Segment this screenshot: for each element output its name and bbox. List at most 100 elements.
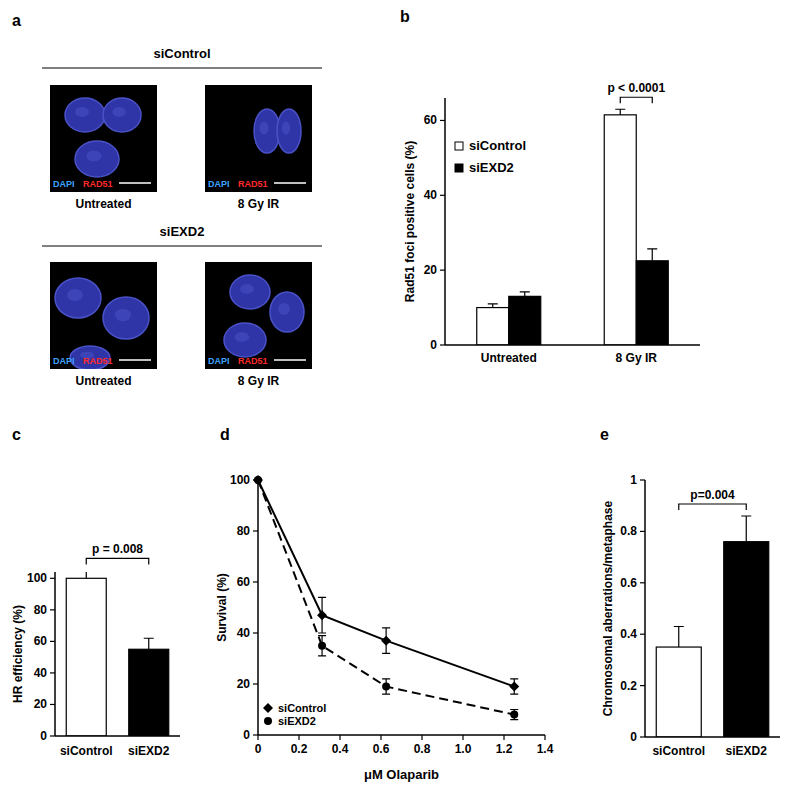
y-tick-label: 40 — [424, 188, 438, 202]
y-tick — [640, 736, 645, 737]
y-tick — [640, 531, 645, 532]
x-tick-label: 1.2 — [496, 742, 513, 756]
significance-bracket — [679, 504, 747, 510]
error-bar — [144, 638, 154, 649]
error-bar — [318, 636, 326, 656]
image-caption: 8 Gy IR — [238, 197, 280, 211]
point — [509, 682, 519, 692]
y-tick-label: 80 — [237, 524, 251, 538]
x-tick-label: 0.6 — [373, 742, 390, 756]
x-axis — [55, 735, 180, 737]
image-caption: Untreated — [75, 197, 131, 211]
group-line — [42, 246, 322, 247]
panel-label: c — [12, 426, 21, 443]
image-frame — [50, 262, 157, 369]
marks — [66, 572, 169, 736]
x-tick-label: 0.2 — [291, 742, 308, 756]
image-caption: 8 Gy IR — [238, 374, 280, 388]
y-tick-label: 1 — [630, 473, 637, 487]
y-tick — [440, 195, 445, 196]
x-tick-label: 1.0 — [455, 742, 472, 756]
y-tick — [253, 734, 258, 735]
y-tick — [253, 632, 258, 633]
nucleus — [103, 297, 149, 339]
x-tick-label: 0 — [255, 742, 262, 756]
group-line — [42, 68, 322, 69]
error-bar — [647, 249, 657, 261]
micrograph: DAPIRAD51 — [50, 262, 157, 370]
image-frame — [205, 85, 312, 192]
y-tick — [640, 685, 645, 686]
p-value: p < 0.0001 — [607, 81, 665, 95]
error-bar — [382, 628, 390, 654]
y-tick-label: 80 — [34, 603, 48, 617]
scale-bar — [274, 182, 306, 184]
y-tick — [50, 641, 55, 642]
stain-label: DAPI — [208, 356, 230, 366]
x-tick-label: siEXD2 — [128, 744, 170, 758]
stain-label: RAD51 — [238, 356, 268, 366]
legend-label: siControl — [278, 702, 326, 714]
panel-label: b — [400, 8, 410, 25]
error-bar — [520, 292, 530, 296]
y-tick — [253, 530, 258, 531]
y-tick-label: 0.4 — [620, 627, 637, 641]
nucleolus — [259, 121, 268, 134]
x-axis — [258, 734, 545, 736]
stain-label: DAPI — [53, 179, 75, 189]
point — [381, 636, 391, 646]
legend-label: siControl — [469, 138, 526, 153]
legend-swatch — [455, 142, 463, 150]
x-tick-label: siControl — [652, 744, 705, 758]
nuclei — [254, 109, 301, 153]
micrograph: DAPIRAD51 — [50, 85, 157, 192]
nucleus — [270, 292, 304, 332]
error-bar — [510, 710, 518, 720]
x-tick — [544, 735, 545, 740]
x-tick — [298, 735, 299, 740]
y-tick-label: 0.6 — [620, 576, 637, 590]
x-tick — [462, 735, 463, 740]
error-bar — [488, 304, 498, 308]
x-tick-label: 8 Gy IR — [616, 351, 658, 365]
scale-bar — [119, 359, 151, 361]
y-axis — [644, 480, 646, 737]
bar — [604, 115, 636, 345]
y-tick-label: 20 — [237, 677, 251, 691]
x-axis-label: μM Olaparib — [364, 767, 439, 782]
y-tick-label: 40 — [34, 666, 48, 680]
p-value: p=0.004 — [690, 488, 735, 502]
y-tick — [440, 120, 445, 121]
x-axis — [445, 344, 700, 346]
micrograph: DAPI RAD51 — [205, 262, 312, 369]
image-frame — [50, 85, 157, 192]
y-axis — [257, 480, 259, 735]
significance-bracket — [86, 558, 149, 564]
x-tick — [257, 735, 258, 740]
y-tick — [253, 581, 258, 582]
y-tick — [440, 270, 445, 271]
nucleolus — [278, 303, 290, 315]
panel-label: e — [600, 426, 609, 443]
y-tick — [50, 578, 55, 579]
legend-label: siEXD2 — [278, 715, 316, 727]
y-tick-label: 20 — [424, 263, 438, 277]
bar — [656, 647, 701, 737]
error-bar — [318, 597, 326, 633]
image-frame — [205, 262, 312, 369]
x-tick — [380, 735, 381, 740]
nucleus — [230, 275, 270, 309]
y-axis — [54, 572, 56, 736]
x-tick-label: 1.4 — [537, 742, 554, 756]
stain-label: DAPI — [208, 179, 230, 189]
panel-label: a — [12, 12, 21, 29]
legend-marker — [263, 703, 273, 713]
group-title: siControl — [153, 46, 210, 61]
bar — [509, 296, 541, 345]
stain-label: RAD51 — [238, 179, 268, 189]
group-title: siEXD2 — [160, 224, 205, 239]
legend-swatch — [455, 164, 463, 172]
y-tick-label: 60 — [34, 634, 48, 648]
nucleus — [254, 109, 280, 153]
x-axis — [645, 736, 780, 738]
